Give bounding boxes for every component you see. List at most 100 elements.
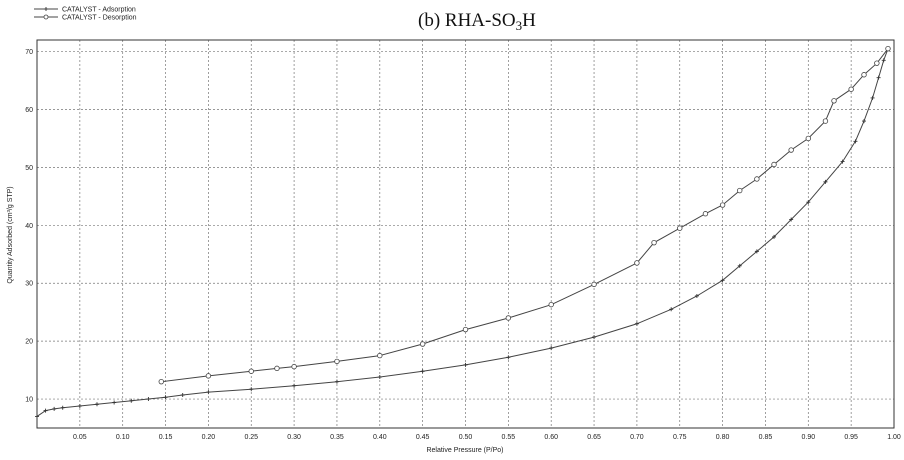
x-tick-label: 0.20 [202,434,216,441]
x-tick-label: 0.45 [416,434,430,441]
data-point [505,315,512,321]
y-axis-label: Quantity Adsorbed (cm³/g STP) [7,186,14,283]
x-tick-label: 0.55 [502,434,516,441]
x-tick-labels: 0.05 0.10 0.15 0.20 0.25 0.30 0.35 0.40 0.45 0.50… [73,434,901,441]
data-point [592,335,597,340]
data-point [291,363,297,370]
data-point [249,387,254,392]
x-tick-label: 0.75 [673,434,687,441]
x-tick-label: 1.00 [887,434,901,441]
legend-label: CATALYST - Adsorption [62,7,136,14]
x-tick-label: 0.80 [716,434,730,441]
data-point [206,390,211,395]
x-tick-label: 0.35 [330,434,344,441]
data-point [677,225,683,231]
data-point [94,402,99,407]
x-tick-label: 0.05 [73,434,87,441]
data-point [874,60,880,66]
x-tick-label: 0.30 [287,434,301,441]
data-point [180,392,185,397]
data-point [702,211,709,217]
data-point [163,395,168,400]
data-point [876,75,881,80]
data-point [823,179,828,184]
data-point [789,217,794,222]
x-tick-label: 0.85 [759,434,773,441]
data-point [146,397,151,402]
x-tick-label: 0.70 [630,434,644,441]
data-point [694,293,699,298]
y-tick-label: 70 [25,49,33,56]
data-point [548,301,554,308]
legend-marker [43,14,49,20]
data-point [669,307,674,312]
series-line [36,48,889,417]
legend-marker [44,7,48,11]
legend-label: CATALYST - Desorption [62,15,137,22]
y-tick-label: 40 [25,223,33,230]
data-point [870,95,875,100]
y-tick-label: 20 [25,339,33,346]
legend-item: CATALYST - Desorption [34,15,137,22]
data-point [377,352,383,359]
data-point [737,187,743,194]
chart-title-subscript: 3 [516,18,523,33]
data-point [861,72,867,78]
data-point [885,45,891,52]
data-point [377,375,382,380]
data-point [737,263,742,268]
x-tick-label: 0.50 [459,434,473,441]
chart-title: (b) RHA-SO3H [418,10,536,33]
data-point [158,378,164,385]
x-axis-label: Relative Pressure (P/Po) [426,447,503,454]
data-point [853,139,858,144]
x-tick-label: 0.60 [544,434,558,441]
legend-item: CATALYST - Adsorption [34,7,136,14]
adsorption-series [35,46,891,419]
plot-frame [36,39,895,429]
data-point [651,239,657,246]
data-point [420,369,425,374]
x-tick-label: 0.95 [844,434,858,441]
y-tick-label: 60 [25,107,33,114]
data-point [129,398,134,403]
series-line [161,48,889,383]
grid [37,40,894,428]
data-point [719,202,726,208]
data-point [77,403,82,408]
y-tick-labels: 10 20 30 40 50 60 70 [25,49,33,403]
data-point [822,118,829,124]
data-point [634,260,640,266]
data-point [334,358,340,365]
data-point [506,355,511,360]
data-point [334,379,339,384]
x-tick-label: 0.65 [587,434,601,441]
data-point [205,373,212,379]
x-tick-label: 0.25 [244,434,258,441]
desorption-series [158,45,891,385]
chart-title-suffix: H [522,10,536,31]
series-layer [35,45,891,419]
data-point [43,408,48,413]
data-point [754,249,759,254]
data-point [35,414,39,419]
data-point [248,368,254,374]
y-tick-label: 30 [25,281,33,288]
data-point [591,281,597,288]
data-point [60,405,65,410]
data-point [112,400,117,405]
x-tick-label: 0.90 [801,434,815,441]
x-tick-label: 0.10 [116,434,130,441]
data-point [463,362,468,367]
data-point [634,321,639,326]
data-point [292,383,297,388]
x-tick-label: 0.40 [373,434,387,441]
y-tick-label: 10 [25,397,33,404]
data-point [806,200,811,205]
data-point [52,406,57,411]
data-point [788,147,794,153]
x-tick-label: 0.15 [159,434,173,441]
data-point [772,234,777,239]
